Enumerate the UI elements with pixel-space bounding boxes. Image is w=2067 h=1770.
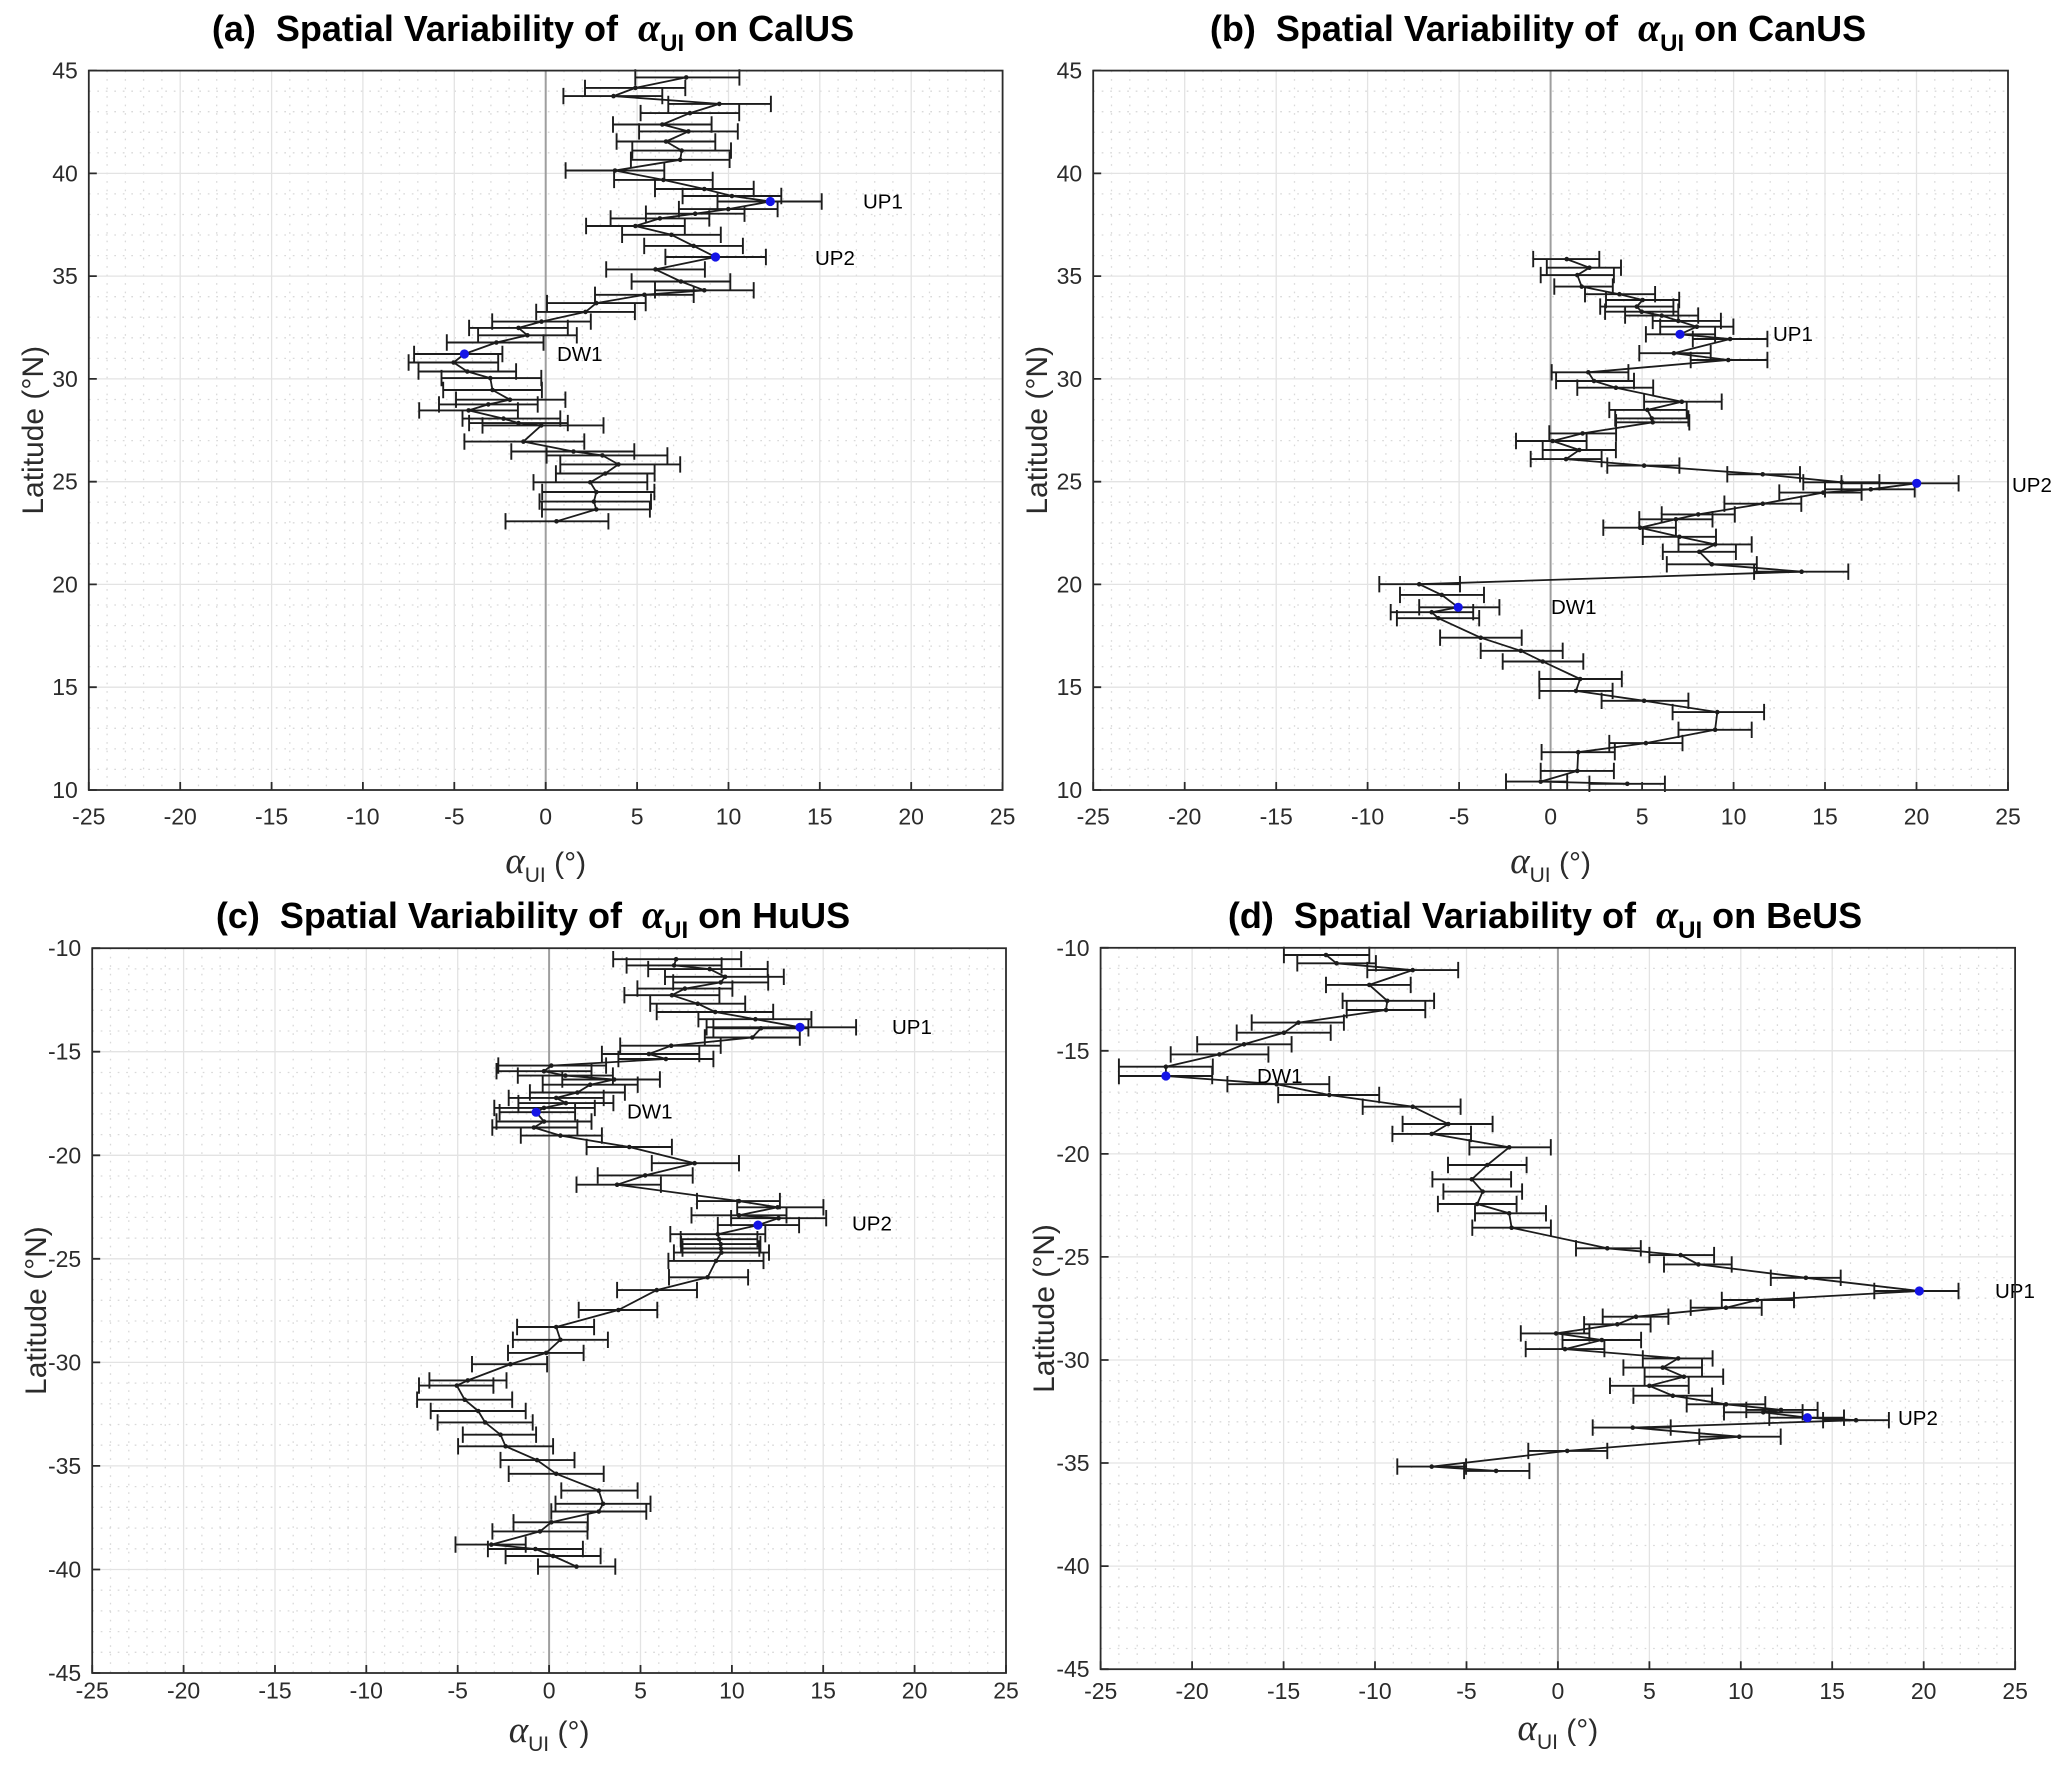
svg-text:10: 10 <box>719 1678 745 1704</box>
svg-text:20: 20 <box>52 571 78 597</box>
svg-text:10: 10 <box>1057 777 1083 803</box>
svg-text:25: 25 <box>993 1678 1019 1704</box>
svg-text:-45: -45 <box>48 1660 81 1686</box>
svg-text:-15: -15 <box>1260 804 1293 830</box>
svg-text:-25: -25 <box>1077 804 1110 830</box>
svg-text:-10: -10 <box>1358 1678 1391 1704</box>
svg-text:40: 40 <box>1057 160 1083 186</box>
svg-text:(d) Spatial Variability of α: (d) Spatial Variability of αUI on BeUS <box>1228 892 1862 944</box>
svg-text:20: 20 <box>1911 1678 1937 1704</box>
svg-text:25: 25 <box>990 804 1016 830</box>
svg-text:40: 40 <box>52 160 78 186</box>
svg-text:UP1: UP1 <box>1773 323 1813 346</box>
svg-text:-25: -25 <box>48 1246 81 1272</box>
svg-text:Latitude (°N): Latitude (°N) <box>1021 346 1054 515</box>
svg-text:-20: -20 <box>1168 804 1201 830</box>
svg-text:25: 25 <box>1995 804 2021 830</box>
svg-text:-25: -25 <box>72 804 105 830</box>
svg-text:-35: -35 <box>48 1453 81 1479</box>
svg-text:35: 35 <box>1057 263 1083 289</box>
svg-text:-45: -45 <box>1056 1656 1089 1682</box>
svg-text:-15: -15 <box>1267 1678 1300 1704</box>
svg-text:-15: -15 <box>258 1678 291 1704</box>
svg-text:-40: -40 <box>1056 1553 1089 1579</box>
svg-text:-10: -10 <box>1351 804 1384 830</box>
svg-text:15: 15 <box>810 1678 836 1704</box>
svg-text:25: 25 <box>2002 1678 2028 1704</box>
svg-text:-15: -15 <box>48 1039 81 1065</box>
svg-text:10: 10 <box>716 804 742 830</box>
svg-text:-5: -5 <box>1456 1678 1476 1704</box>
svg-text:UP2: UP2 <box>2012 474 2052 497</box>
svg-text:15: 15 <box>1812 804 1838 830</box>
svg-text:45: 45 <box>1057 58 1083 84</box>
svg-text:0: 0 <box>1552 1678 1565 1704</box>
svg-text:35: 35 <box>52 263 78 289</box>
svg-text:(b) Spatial Variability of α: (b) Spatial Variability of αUI on CanUS <box>1210 5 1866 57</box>
svg-text:DW1: DW1 <box>557 343 603 366</box>
svg-text:DW1: DW1 <box>627 1101 673 1124</box>
svg-text:DW1: DW1 <box>1551 596 1597 619</box>
svg-text:-10: -10 <box>48 935 81 961</box>
svg-text:20: 20 <box>902 1678 928 1704</box>
svg-text:20: 20 <box>1904 804 1930 830</box>
svg-text:5: 5 <box>1643 1678 1656 1704</box>
svg-text:UP1: UP1 <box>892 1016 932 1039</box>
svg-text:25: 25 <box>1057 469 1083 495</box>
svg-text:15: 15 <box>1057 674 1083 700</box>
svg-text:-40: -40 <box>48 1557 81 1583</box>
svg-text:0: 0 <box>543 1678 556 1704</box>
svg-text:0: 0 <box>539 804 552 830</box>
svg-text:UP2: UP2 <box>1898 1407 1938 1430</box>
svg-text:0: 0 <box>1544 804 1557 830</box>
svg-text:-15: -15 <box>255 804 288 830</box>
svg-text:-20: -20 <box>48 1142 81 1168</box>
svg-text:DW1: DW1 <box>1257 1065 1303 1088</box>
svg-text:-10: -10 <box>346 804 379 830</box>
svg-text:10: 10 <box>52 777 78 803</box>
svg-text:UP1: UP1 <box>863 191 903 214</box>
svg-text:αUI (°): αUI (°) <box>505 841 586 887</box>
svg-text:45: 45 <box>52 58 78 84</box>
svg-text:-25: -25 <box>76 1678 109 1704</box>
svg-text:-15: -15 <box>1056 1038 1089 1064</box>
svg-text:-10: -10 <box>350 1678 383 1704</box>
svg-text:(c) Spatial Variability of α: (c) Spatial Variability of αUI on HuUS <box>216 892 850 944</box>
svg-text:-20: -20 <box>167 1678 200 1704</box>
svg-text:-20: -20 <box>1056 1141 1089 1167</box>
svg-text:Latitude (°N): Latitude (°N) <box>20 1226 53 1395</box>
svg-text:UP2: UP2 <box>852 1213 892 1236</box>
svg-text:-5: -5 <box>444 804 464 830</box>
svg-text:20: 20 <box>1057 571 1083 597</box>
svg-text:-20: -20 <box>164 804 197 830</box>
svg-text:Latitude (°N): Latitude (°N) <box>17 346 50 515</box>
svg-text:-10: -10 <box>1056 935 1089 961</box>
svg-text:25: 25 <box>52 469 78 495</box>
svg-text:αUI (°): αUI (°) <box>509 1710 590 1756</box>
svg-text:-35: -35 <box>1056 1450 1089 1476</box>
svg-text:5: 5 <box>634 1678 647 1704</box>
svg-text:-30: -30 <box>48 1349 81 1375</box>
svg-text:αUI (°): αUI (°) <box>1510 841 1591 887</box>
svg-text:Latitude (°N): Latitude (°N) <box>1028 1224 1061 1393</box>
svg-text:15: 15 <box>807 804 833 830</box>
svg-text:-5: -5 <box>1449 804 1469 830</box>
svg-text:30: 30 <box>1057 366 1083 392</box>
svg-text:10: 10 <box>1728 1678 1754 1704</box>
svg-text:30: 30 <box>52 366 78 392</box>
svg-text:UP2: UP2 <box>815 247 855 270</box>
svg-text:-25: -25 <box>1056 1244 1089 1270</box>
svg-text:αUI (°): αUI (°) <box>1518 1708 1599 1754</box>
svg-text:-30: -30 <box>1056 1347 1089 1373</box>
svg-text:20: 20 <box>898 804 924 830</box>
svg-text:15: 15 <box>1819 1678 1845 1704</box>
svg-text:-5: -5 <box>447 1678 467 1704</box>
svg-text:5: 5 <box>1636 804 1649 830</box>
svg-text:(a) Spatial Variability of α: (a) Spatial Variability of αUI on CalUS <box>212 5 854 57</box>
svg-text:10: 10 <box>1721 804 1747 830</box>
svg-text:-20: -20 <box>1175 1678 1208 1704</box>
svg-text:15: 15 <box>52 674 78 700</box>
svg-text:-25: -25 <box>1084 1678 1117 1704</box>
svg-text:5: 5 <box>631 804 644 830</box>
